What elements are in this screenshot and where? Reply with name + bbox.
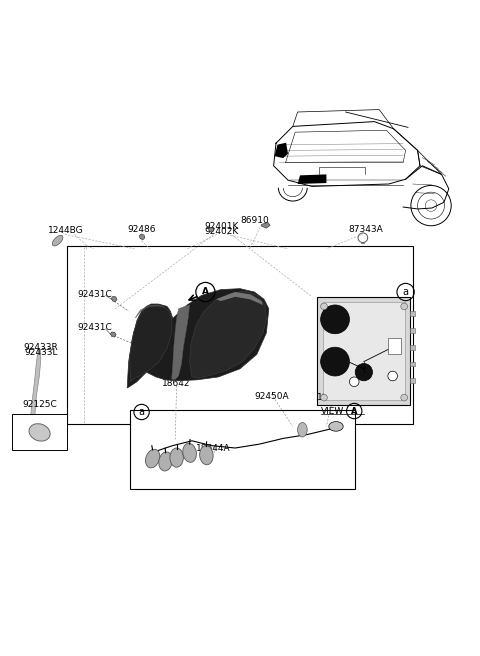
Text: 92433R: 92433R [24, 342, 58, 352]
Circle shape [321, 347, 349, 376]
Bar [323, 302, 405, 400]
Polygon shape [127, 289, 269, 388]
Text: 1244BG: 1244BG [48, 226, 84, 235]
Text: 92431C: 92431C [78, 290, 112, 299]
Polygon shape [262, 222, 270, 228]
Text: A: A [202, 287, 209, 297]
Circle shape [401, 394, 408, 401]
Polygon shape [134, 304, 166, 318]
Text: 92433L: 92433L [24, 348, 58, 358]
Text: 92125C: 92125C [23, 400, 57, 409]
Ellipse shape [29, 424, 50, 441]
Circle shape [355, 363, 372, 380]
Text: VIEW: VIEW [321, 407, 344, 415]
Bar [410, 328, 415, 333]
Circle shape [349, 377, 359, 386]
FancyBboxPatch shape [317, 297, 410, 405]
Polygon shape [216, 292, 263, 305]
Circle shape [321, 394, 327, 401]
Bar [388, 338, 401, 354]
Bar [410, 311, 415, 316]
Bar [67, 247, 413, 424]
Circle shape [388, 371, 397, 380]
Text: 18643D: 18643D [317, 393, 353, 402]
Text: 92431C: 92431C [78, 323, 112, 333]
Polygon shape [298, 174, 326, 184]
Ellipse shape [145, 449, 160, 468]
Polygon shape [130, 305, 172, 382]
Ellipse shape [52, 236, 63, 246]
Ellipse shape [159, 452, 172, 471]
Polygon shape [110, 332, 116, 337]
Circle shape [321, 305, 349, 334]
Text: 18642: 18642 [162, 379, 191, 388]
Polygon shape [190, 291, 266, 378]
Ellipse shape [298, 422, 307, 437]
Text: 92402K: 92402K [204, 228, 239, 237]
Circle shape [401, 303, 408, 310]
Polygon shape [172, 305, 190, 379]
Polygon shape [139, 234, 145, 239]
Circle shape [209, 227, 214, 232]
Text: 92450A: 92450A [254, 392, 288, 401]
Text: A: A [351, 407, 358, 415]
Text: 87343A: 87343A [348, 224, 383, 234]
Text: a: a [403, 287, 408, 297]
Text: 18644A: 18644A [196, 445, 231, 453]
Bar [410, 361, 415, 367]
Ellipse shape [170, 448, 183, 467]
Ellipse shape [200, 445, 213, 465]
Bar [130, 409, 355, 489]
Polygon shape [29, 350, 41, 440]
Ellipse shape [329, 422, 343, 431]
Bar [410, 379, 415, 383]
Circle shape [321, 303, 327, 310]
Bar [12, 415, 67, 451]
Ellipse shape [183, 443, 196, 462]
Text: a: a [139, 407, 144, 417]
Bar [410, 345, 415, 350]
Text: 92401K: 92401K [204, 222, 239, 231]
Text: 92486: 92486 [127, 224, 156, 234]
Polygon shape [275, 143, 288, 158]
Polygon shape [111, 297, 117, 302]
Text: 86910: 86910 [240, 216, 269, 225]
